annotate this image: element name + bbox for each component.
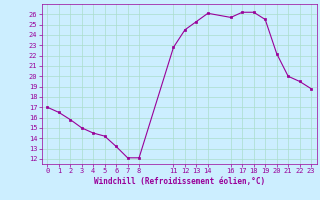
- X-axis label: Windchill (Refroidissement éolien,°C): Windchill (Refroidissement éolien,°C): [94, 177, 265, 186]
